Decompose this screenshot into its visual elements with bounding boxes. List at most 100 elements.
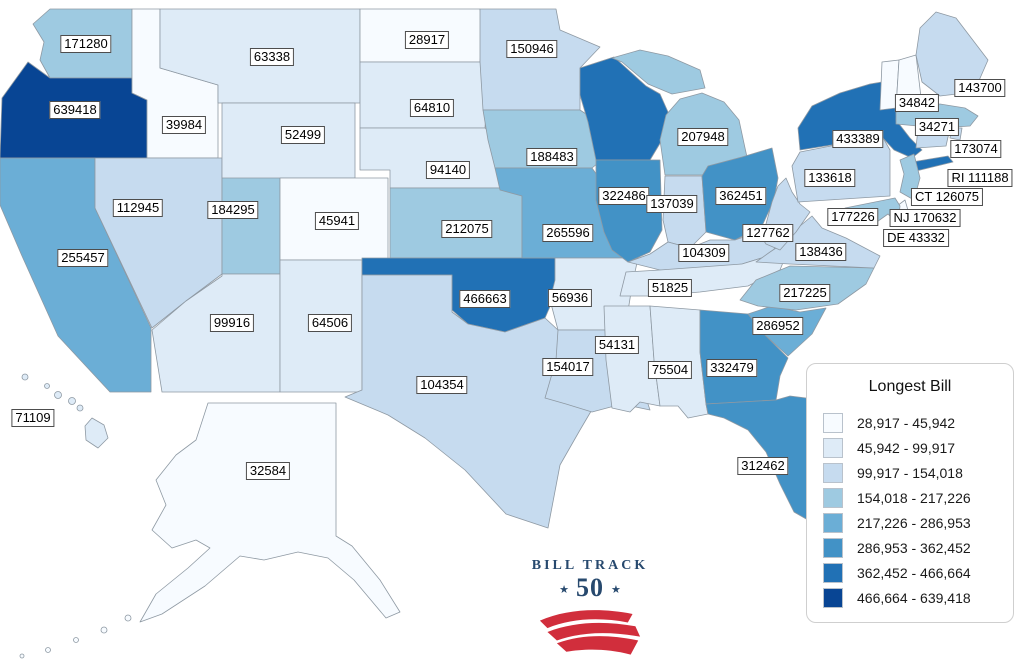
state-value-label-in: 137039 (646, 195, 698, 213)
state-shape-sd[interactable] (359, 61, 489, 129)
legend-range-label: 154,018 - 217,226 (857, 489, 971, 506)
state-shape-hi[interactable] (84, 417, 109, 449)
state-value-label-vt: 34842 (894, 94, 940, 112)
state-value-label-tn: 51825 (647, 279, 693, 297)
legend-row-8: 466,664 - 639,418 (823, 585, 1013, 610)
state-shape-tx[interactable] (344, 274, 601, 529)
legend-swatch-3 (823, 462, 843, 483)
island-shape-hi[interactable] (76, 404, 84, 412)
legend-row-2: 45,942 - 99,917 (823, 435, 1013, 460)
island-shape-ak[interactable] (73, 637, 79, 643)
island-shape-hi[interactable] (21, 373, 29, 381)
state-value-label-pa: 133618 (804, 169, 856, 187)
state-value-label-md: 177226 (827, 208, 879, 226)
state-value-label-nj: NJ 170632 (889, 209, 961, 227)
legend-range-label: 217,226 - 286,953 (857, 514, 971, 531)
state-value-label-oh: 362451 (715, 187, 767, 205)
legend-row-6: 286,953 - 362,452 (823, 535, 1013, 560)
legend-row-7: 362,452 - 466,664 (823, 560, 1013, 585)
state-shape-me[interactable] (915, 11, 989, 97)
state-value-label-wa: 171280 (60, 35, 112, 53)
state-value-label-al: 75504 (647, 361, 693, 379)
state-value-label-ok: 466663 (459, 290, 511, 308)
logo-wordmark: BILL TRACK (531, 558, 649, 573)
state-value-label-ne: 94140 (425, 161, 471, 179)
legend-title: Longest Bill (868, 378, 952, 395)
state-shape-mi[interactable] (611, 49, 706, 95)
state-value-label-mi: 207948 (677, 128, 729, 146)
legend-range-label: 286,953 - 362,452 (857, 539, 971, 556)
island-shape-ak[interactable] (124, 614, 132, 622)
star-icon: ★ (611, 584, 621, 596)
state-value-label-wy: 52499 (280, 126, 326, 144)
legend-range-label: 99,917 - 154,018 (857, 464, 963, 481)
state-value-label-sc: 286952 (752, 317, 804, 335)
island-shape-ak[interactable] (45, 647, 51, 653)
state-value-label-ar: 56936 (547, 289, 593, 307)
legend-range-label: 362,452 - 466,664 (857, 564, 971, 581)
legend-swatch-4 (823, 487, 843, 508)
state-value-label-mo: 265596 (542, 224, 594, 242)
legend-range-label: 45,942 - 99,917 (857, 439, 956, 456)
legend-rows: 28,917 - 45,942 45,942 - 99,917 99,917 - 1… (823, 410, 1013, 610)
island-shape-hi[interactable] (44, 383, 50, 389)
state-value-label-wv: 127762 (742, 224, 794, 242)
legend-panel: Longest Bill 28,917 - 45,942 45,942 - 99,… (806, 363, 1014, 623)
state-value-label-tx: 104354 (416, 376, 468, 394)
state-value-label-ny: 433389 (832, 130, 884, 148)
flag-stripes-icon (539, 610, 641, 655)
state-value-label-ms: 54131 (594, 336, 640, 354)
state-value-label-ri: RI 111188 (947, 169, 1013, 187)
state-value-label-or: 639418 (49, 101, 101, 119)
state-value-label-la: 154017 (542, 358, 594, 376)
state-value-label-ca: 255457 (57, 249, 109, 267)
state-value-label-nh: 34271 (914, 118, 960, 136)
state-value-label-co: 45941 (314, 212, 360, 230)
state-value-label-ct: CT 126075 (910, 188, 984, 206)
island-shape-hi[interactable] (68, 397, 76, 405)
star-icon: ★ (559, 584, 569, 596)
legend-row-3: 99,917 - 154,018 (823, 460, 1013, 485)
state-shape-ak[interactable] (139, 402, 401, 623)
island-shape-ak[interactable] (100, 626, 108, 634)
legend-swatch-5 (823, 512, 843, 533)
state-value-label-mt: 63338 (249, 48, 295, 66)
state-value-label-sd: 64810 (409, 99, 455, 117)
state-value-label-ut: 184295 (207, 201, 259, 219)
state-value-label-id: 39984 (161, 116, 207, 134)
state-value-label-ga: 332479 (706, 359, 758, 377)
state-value-label-az: 99916 (209, 314, 255, 332)
logo-50-row: ★ 50 ★ (508, 575, 672, 605)
legend-swatch-8 (823, 587, 843, 608)
state-value-label-ak: 32584 (245, 462, 291, 480)
state-value-label-nv: 112945 (112, 199, 164, 217)
state-value-label-fl: 312462 (737, 457, 789, 475)
state-value-label-nc: 217225 (779, 284, 831, 302)
island-shape-ak[interactable] (19, 653, 25, 659)
state-value-label-nd: 28917 (404, 31, 450, 49)
state-value-label-va: 138436 (795, 243, 847, 261)
state-value-label-ky: 104309 (678, 244, 730, 262)
state-value-label-de: DE 43332 (883, 229, 949, 247)
state-value-label-nm: 64506 (307, 314, 353, 332)
state-value-label-ma: 173074 (950, 140, 1002, 158)
island-shape-hi[interactable] (54, 391, 62, 399)
state-value-label-me: 143700 (954, 79, 1006, 97)
legend-row-1: 28,917 - 45,942 (823, 410, 1013, 435)
legend-swatch-6 (823, 537, 843, 558)
legend-swatch-7 (823, 562, 843, 583)
legend-row-4: 154,018 - 217,226 (823, 485, 1013, 510)
legend-row-5: 217,226 - 286,953 (823, 510, 1013, 535)
state-value-label-ia: 188483 (526, 148, 578, 166)
legend-swatch-2 (823, 437, 843, 458)
state-value-label-ks: 212075 (441, 220, 493, 238)
legend-range-label: 466,664 - 639,418 (857, 589, 971, 606)
legend-range-label: 28,917 - 45,942 (857, 414, 956, 431)
state-value-label-il: 322486 (598, 187, 650, 205)
state-value-label-mn: 150946 (506, 40, 558, 58)
logo-number: 50 (576, 573, 604, 602)
state-value-label-hi: 71109 (11, 409, 55, 427)
billtrack50-logo: BILL TRACK ★ 50 ★ (508, 558, 672, 655)
legend-swatch-1 (823, 412, 843, 433)
